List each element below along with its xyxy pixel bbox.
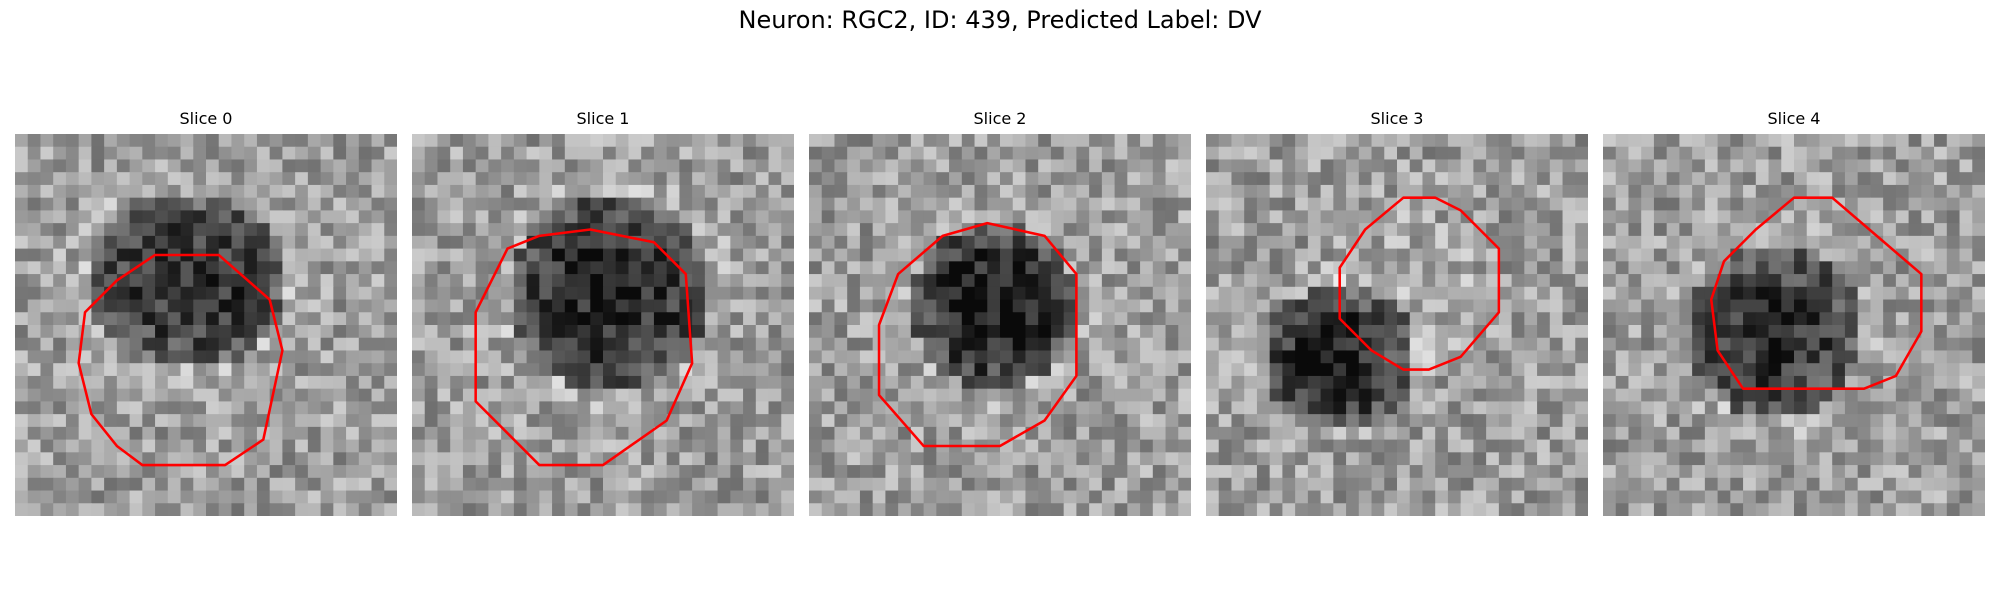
slice-title-1: Slice 1 <box>412 108 794 130</box>
slice-panel-4: Slice 4 <box>1603 108 1985 516</box>
slice-image-2 <box>809 134 1191 516</box>
slice-image-3 <box>1206 134 1588 516</box>
slice-image-4 <box>1603 134 1985 516</box>
slice-image-1 <box>412 134 794 516</box>
slice-panel-0: Slice 0 <box>15 108 397 516</box>
slice-title-2: Slice 2 <box>809 108 1191 130</box>
figure-title: Neuron: RGC2, ID: 439, Predicted Label: … <box>0 6 2000 34</box>
grayscale-pixels <box>1206 134 1588 516</box>
slice-panel-1: Slice 1 <box>412 108 794 516</box>
slice-title-4: Slice 4 <box>1603 108 1985 130</box>
slice-image-0 <box>15 134 397 516</box>
slice-title-3: Slice 3 <box>1206 108 1588 130</box>
grayscale-pixels <box>412 134 794 516</box>
grayscale-pixels <box>1603 134 1985 516</box>
grayscale-pixels <box>15 134 397 516</box>
slice-panel-3: Slice 3 <box>1206 108 1588 516</box>
slice-panel-2: Slice 2 <box>809 108 1191 516</box>
grayscale-pixels <box>809 134 1191 516</box>
slice-title-0: Slice 0 <box>15 108 397 130</box>
